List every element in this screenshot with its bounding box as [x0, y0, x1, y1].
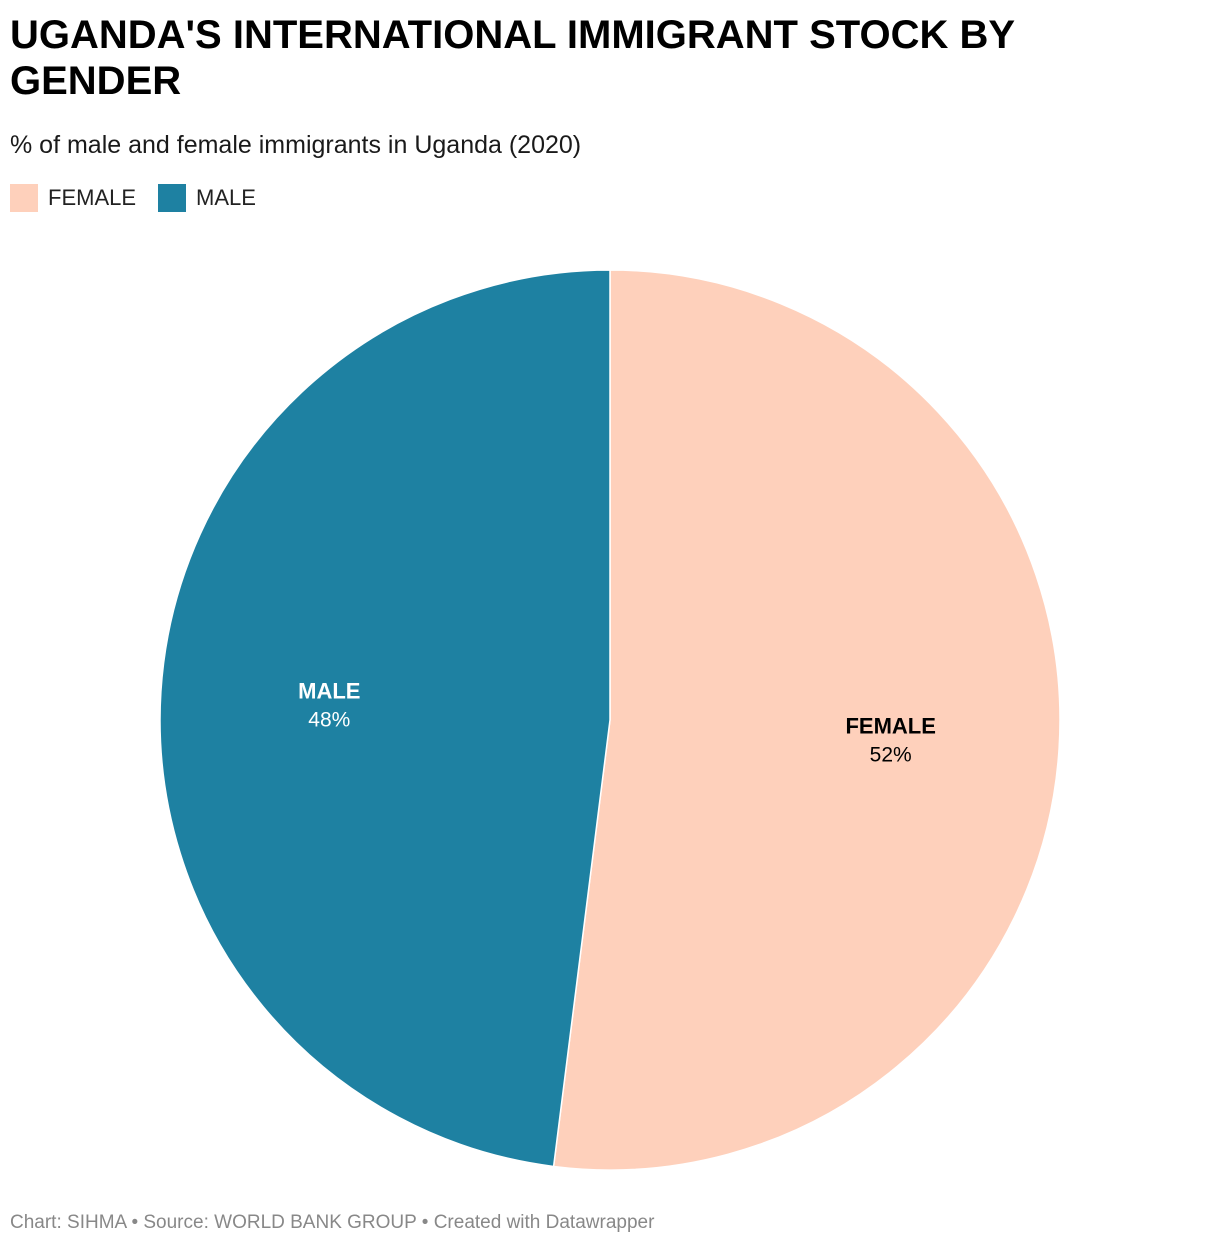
slice-label-female: FEMALE	[845, 714, 935, 739]
slice-value-female: 52%	[870, 744, 912, 767]
chart-footer: Chart: SIHMA • Source: WORLD BANK GROUP …	[10, 1210, 654, 1236]
chart-legend: FEMALE MALE	[10, 182, 278, 214]
pie-slice-male	[159, 269, 611, 1168]
chart-subtitle: % of male and female immigrants in Ugand…	[10, 131, 582, 159]
slice-label-male: MALE	[298, 678, 360, 703]
pie-slices	[159, 269, 1061, 1171]
footer-separator: •	[131, 1212, 139, 1233]
legend-item-male: MALE	[158, 184, 256, 212]
pie-slice-female	[552, 269, 1061, 1171]
legend-label-male: MALE	[196, 185, 256, 210]
footer-created-with: Created with Datawrapper	[433, 1212, 655, 1233]
footer-source: Source: WORLD BANK GROUP	[143, 1212, 417, 1233]
legend-label-female: FEMALE	[48, 185, 137, 210]
footer-separator: •	[421, 1212, 429, 1233]
legend-swatch-male	[158, 184, 187, 212]
chart-title: UGANDA'S INTERNATIONAL IMMIGRANT STOCK B…	[10, 13, 1015, 103]
pie-chart-area: FEMALE 52% MALE 48%	[0, 240, 1220, 1200]
slice-value-male: 48%	[308, 708, 350, 731]
pie-labels: FEMALE 52% MALE 48%	[298, 678, 936, 766]
footer-chart-credit: Chart: SIHMA	[10, 1212, 127, 1233]
pie-chart: FEMALE 52% MALE 48%	[159, 269, 1061, 1171]
legend-item-female: FEMALE	[10, 184, 136, 212]
legend-swatch-female	[10, 184, 38, 212]
